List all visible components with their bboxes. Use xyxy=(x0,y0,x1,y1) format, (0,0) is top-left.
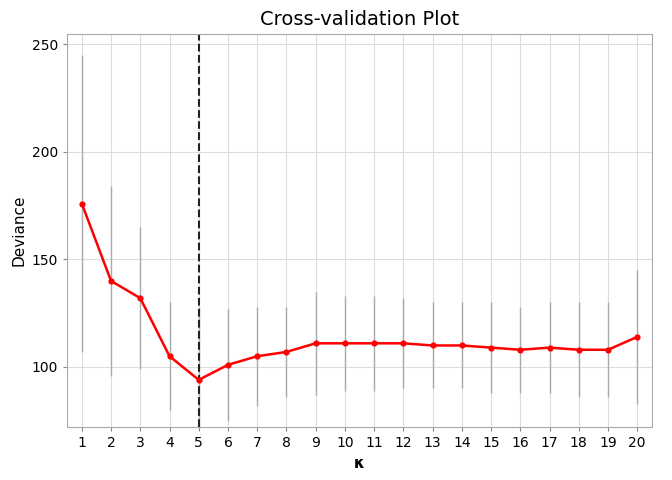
Point xyxy=(603,346,614,354)
Point xyxy=(515,346,526,354)
Point xyxy=(106,277,116,285)
X-axis label: κ: κ xyxy=(354,456,365,471)
Title: Cross-validation Plot: Cross-validation Plot xyxy=(260,10,459,29)
Point xyxy=(77,200,87,207)
Point xyxy=(222,361,233,369)
Point xyxy=(281,348,292,356)
Point xyxy=(252,352,263,360)
Point xyxy=(632,333,642,341)
Point xyxy=(339,339,350,347)
Point xyxy=(573,346,584,354)
Y-axis label: Deviance: Deviance xyxy=(11,195,26,266)
Point xyxy=(164,352,175,360)
Point xyxy=(194,376,204,384)
Point xyxy=(398,339,409,347)
Point xyxy=(310,339,321,347)
Point xyxy=(369,339,380,347)
Point xyxy=(486,344,497,351)
Point xyxy=(456,342,467,349)
Point xyxy=(427,342,438,349)
Point xyxy=(135,294,146,302)
Point xyxy=(544,344,555,351)
